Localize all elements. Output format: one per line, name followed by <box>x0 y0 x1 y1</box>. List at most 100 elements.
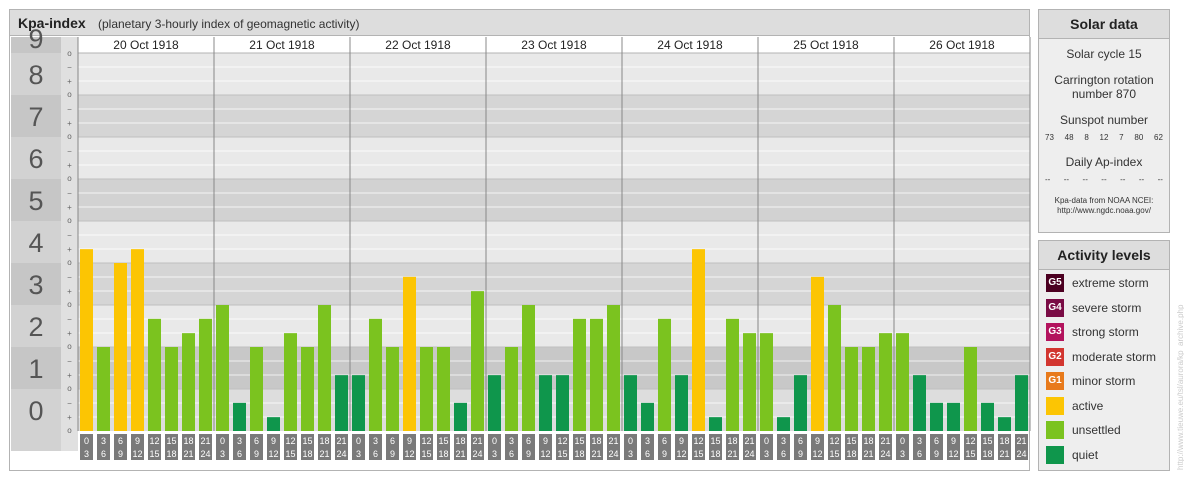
hour-label-box <box>539 434 552 460</box>
sunspot-value: 80 <box>1134 133 1144 142</box>
hour-end-label: 15 <box>421 449 431 459</box>
hour-end-label: 9 <box>662 449 667 459</box>
hour-start-label: 9 <box>951 436 956 446</box>
kp-bar <box>556 375 569 431</box>
level-swatch: G2 <box>1046 347 1064 366</box>
kp-bar <box>216 305 229 431</box>
hour-end-label: 18 <box>302 449 312 459</box>
hour-label-box <box>930 434 943 460</box>
hour-end-label: 6 <box>645 449 650 459</box>
hour-start-label: 21 <box>336 436 346 446</box>
hour-label-box <box>998 434 1011 460</box>
plot-band <box>78 263 1030 305</box>
hour-label-box <box>148 434 161 460</box>
ap-value: -- <box>1157 175 1163 184</box>
activity-level-unsettled: unsettled <box>1046 421 1168 439</box>
plot-band <box>78 95 1030 137</box>
y-axis-band <box>11 389 61 451</box>
hour-end-label: 24 <box>472 449 482 459</box>
hour-end-label: 9 <box>254 449 259 459</box>
y-axis-band <box>11 305 61 347</box>
hour-label-box <box>80 434 93 460</box>
level-label: unsettled <box>1072 423 1121 437</box>
ap-value: -- <box>1082 175 1088 184</box>
hour-start-label: 3 <box>917 436 922 446</box>
kp-bar <box>777 417 790 431</box>
hour-end-label: 9 <box>798 449 803 459</box>
date-header-row <box>78 37 1030 53</box>
hour-end-label: 6 <box>237 449 242 459</box>
hour-label-box <box>284 434 297 460</box>
level-label: minor storm <box>1072 374 1136 388</box>
source-link[interactable]: http://www.ngdc.noaa.gov/ <box>1057 206 1151 215</box>
hour-label-box <box>709 434 722 460</box>
hour-start-label: 0 <box>764 436 769 446</box>
hour-end-label: 24 <box>336 449 346 459</box>
hour-start-label: 12 <box>285 436 295 446</box>
kp-bar <box>131 249 144 431</box>
kp-bar <box>981 402 994 431</box>
level-label: strong storm <box>1072 325 1139 339</box>
hour-end-label: 3 <box>492 449 497 459</box>
kp-bar <box>148 318 161 431</box>
hour-end-label: 15 <box>693 449 703 459</box>
hour-label-box <box>590 434 603 460</box>
sunspot-value: 8 <box>1084 133 1089 142</box>
hour-end-label: 9 <box>390 449 395 459</box>
hour-label-box <box>420 434 433 460</box>
solar-cycle: Solar cycle 15 <box>1066 47 1142 61</box>
hour-label-box <box>692 434 705 460</box>
minor-tick-label: − <box>67 315 72 324</box>
hour-label-box <box>182 434 195 460</box>
kp-bar <box>964 347 977 431</box>
kp-bar <box>641 402 654 431</box>
minor-tick-label: − <box>67 357 72 366</box>
hour-end-label: 18 <box>438 449 448 459</box>
kp-bar <box>658 318 671 431</box>
hour-label-box <box>488 434 501 460</box>
hour-start-label: 18 <box>183 436 193 446</box>
kp-bar <box>879 333 892 431</box>
ap-value: -- <box>1045 175 1051 184</box>
chart-subtitle: (planetary 3-hourly index of geomagnetic… <box>98 17 360 31</box>
y-tick-label: 2 <box>28 312 43 342</box>
hour-label-box <box>454 434 467 460</box>
kp-bar <box>403 276 416 431</box>
hour-label-box <box>947 434 960 460</box>
kp-bar <box>369 318 382 431</box>
hour-end-label: 15 <box>557 449 567 459</box>
activity-level-minor-storm: G1 minor storm <box>1046 372 1168 390</box>
minor-tick-label: + <box>67 77 72 86</box>
kp-bar <box>233 402 246 431</box>
hour-label-box <box>335 434 348 460</box>
hour-label-box <box>1015 434 1028 460</box>
hour-end-label: 12 <box>540 449 550 459</box>
hour-end-label: 9 <box>526 449 531 459</box>
date-label: 22 Oct 1918 <box>385 38 451 52</box>
hour-end-label: 12 <box>268 449 278 459</box>
hour-label-box <box>811 434 824 460</box>
hour-end-label: 18 <box>846 449 856 459</box>
kp-bar <box>97 347 110 431</box>
hour-start-label: 21 <box>744 436 754 446</box>
hour-start-label: 9 <box>815 436 820 446</box>
hour-end-label: 12 <box>948 449 958 459</box>
hour-start-label: 6 <box>526 436 531 446</box>
hour-start-label: 3 <box>781 436 786 446</box>
plot-band <box>78 305 1030 347</box>
kp-bar <box>352 375 365 431</box>
hour-label-box <box>828 434 841 460</box>
hour-start-label: 0 <box>628 436 633 446</box>
kp-bar <box>930 402 943 431</box>
level-label: active <box>1072 398 1104 413</box>
minor-tick-label: o <box>67 216 72 225</box>
hour-start-label: 0 <box>900 436 905 446</box>
sunspot-value: 7 <box>1119 133 1124 142</box>
hour-end-label: 18 <box>982 449 992 459</box>
hour-start-label: 21 <box>608 436 618 446</box>
hour-start-label: 21 <box>472 436 482 446</box>
hour-start-label: 18 <box>455 436 465 446</box>
date-label: 21 Oct 1918 <box>249 38 315 52</box>
hour-label-box <box>913 434 926 460</box>
kp-bar <box>488 375 501 431</box>
